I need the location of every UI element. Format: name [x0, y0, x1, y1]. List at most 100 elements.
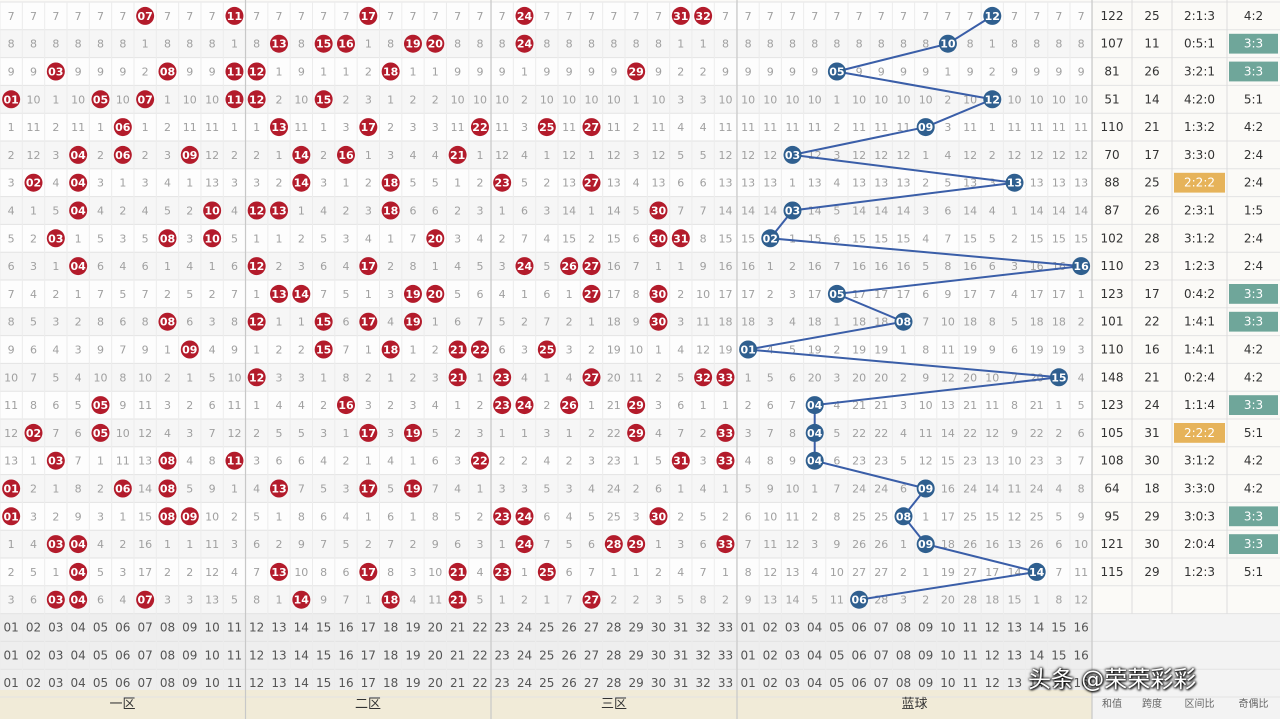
stat-odd_even: 1:5: [1244, 204, 1263, 218]
omission-value: 23: [607, 455, 621, 468]
red-ball: 29: [627, 423, 646, 442]
omission-value: 1: [320, 121, 327, 134]
svg-text:12: 12: [249, 260, 264, 273]
index-number: 07: [874, 648, 889, 662]
omission-value: 3: [700, 93, 707, 106]
index-number: 11: [962, 648, 977, 662]
omission-value: 8: [944, 260, 951, 273]
omission-value: 2: [677, 510, 684, 523]
omission-value: 3: [633, 510, 640, 523]
svg-text:26: 26: [561, 260, 577, 273]
omission-value: 9: [566, 66, 573, 79]
omission-value: 14: [786, 594, 800, 607]
omission-value: 5: [320, 483, 327, 496]
red-ball: 13: [269, 284, 288, 303]
omission-value: 12: [763, 566, 777, 579]
omission-value: 6: [588, 538, 595, 551]
svg-text:18: 18: [383, 205, 398, 218]
omission-value: 7: [52, 427, 59, 440]
omission-value: 7: [655, 10, 662, 23]
omission-value: 5: [231, 232, 238, 245]
omission-value: 4: [275, 399, 282, 412]
omission-value: 2: [320, 149, 327, 162]
omission-value: 6: [499, 344, 506, 357]
omission-value: 11: [562, 121, 576, 134]
omission-value: 1: [588, 399, 595, 412]
omission-value: 9: [231, 344, 238, 357]
odd-even-highlight: [1229, 534, 1278, 554]
omission-value: 1: [789, 177, 796, 190]
omission-value: 2: [989, 66, 996, 79]
stat-odd_even: 4:2: [1244, 454, 1263, 468]
omission-value: 3: [633, 149, 640, 162]
red-ball: 11: [225, 451, 244, 470]
omission-value: 4: [476, 566, 483, 579]
omission-value: 2: [499, 232, 506, 245]
red-ball: 07: [136, 590, 155, 609]
omission-value: 4: [30, 538, 37, 551]
omission-value: 9: [878, 66, 885, 79]
omission-value: 6: [342, 566, 349, 579]
omission-value: 7: [298, 483, 305, 496]
red-ball: 10: [203, 229, 222, 248]
omission-value: 16: [607, 260, 621, 273]
omission-value: 12: [1074, 149, 1088, 162]
red-ball: 18: [381, 201, 400, 220]
index-number: 02: [763, 676, 778, 690]
omission-value: 8: [811, 38, 818, 51]
index-number: 04: [807, 621, 822, 635]
omission-value: 6: [1078, 427, 1085, 440]
omission-value: 6: [119, 316, 126, 329]
index-number: 26: [562, 676, 577, 690]
omission-value: 1: [275, 510, 282, 523]
stat-sum: 70: [1104, 148, 1119, 162]
omission-value: 6: [922, 288, 929, 301]
omission-value: 23: [963, 455, 977, 468]
omission-value: 13: [763, 177, 777, 190]
omission-value: 9: [700, 260, 707, 273]
omission-value: 9: [209, 66, 216, 79]
omission-value: 18: [607, 316, 621, 329]
omission-value: 10: [897, 93, 911, 106]
omission-value: 9: [499, 66, 506, 79]
omission-value: 22: [607, 427, 621, 440]
omission-value: 4: [186, 260, 193, 273]
omission-value: 11: [1052, 121, 1066, 134]
omission-value: 7: [588, 10, 595, 23]
red-ball: 31: [671, 451, 690, 470]
omission-value: 3: [1078, 344, 1085, 357]
omission-value: 17: [985, 566, 999, 579]
omission-value: 1: [75, 232, 82, 245]
omission-value: 7: [922, 10, 929, 23]
index-number: 10: [940, 621, 955, 635]
index-number: 03: [48, 621, 63, 635]
stat-odd_even: 4:2: [1244, 343, 1263, 357]
omission-value: 7: [454, 10, 461, 23]
svg-text:14: 14: [294, 177, 310, 190]
svg-text:29: 29: [628, 538, 643, 551]
omission-value: 2: [432, 344, 439, 357]
omission-value: 10: [562, 93, 576, 106]
omission-value: 15: [963, 232, 977, 245]
red-ball: 04: [69, 257, 88, 276]
index-number: 16: [338, 676, 353, 690]
omission-value: 7: [387, 538, 394, 551]
omission-value: 8: [922, 344, 929, 357]
omission-value: 10: [741, 93, 755, 106]
omission-value: 18: [718, 316, 732, 329]
stat-span: 29: [1144, 509, 1159, 523]
omission-value: 11: [205, 538, 219, 551]
omission-value: 7: [767, 427, 774, 440]
omission-value: 1: [1033, 594, 1040, 607]
omission-value: 4: [700, 483, 707, 496]
omission-value: 6: [633, 232, 640, 245]
omission-value: 9: [119, 399, 126, 412]
omission-value: 2: [1011, 232, 1018, 245]
omission-value: 12: [1008, 510, 1022, 523]
omission-value: 9: [119, 66, 126, 79]
omission-value: 4: [52, 344, 59, 357]
omission-value: 4: [476, 232, 483, 245]
omission-value: 3: [8, 594, 15, 607]
omission-value: 7: [767, 10, 774, 23]
omission-value: 6: [833, 232, 840, 245]
